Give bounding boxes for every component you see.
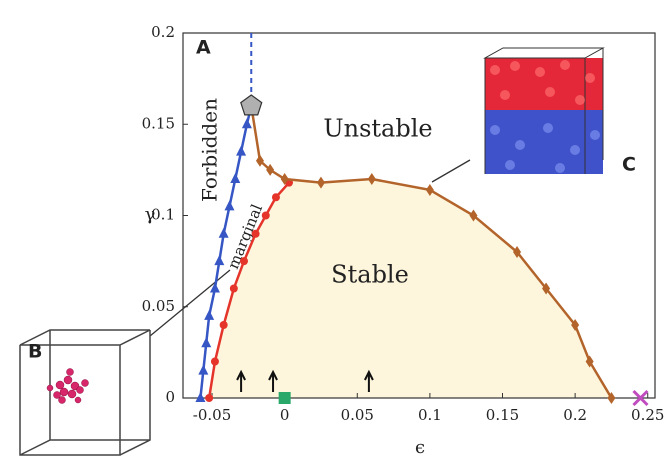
x-tick-label: 0 bbox=[280, 406, 290, 424]
x-tick-label: 0.05 bbox=[341, 406, 374, 424]
y-tick-label: 0.15 bbox=[142, 114, 175, 132]
point bbox=[252, 230, 260, 238]
figure: A B C Unstable Stable Forbidden marginal… bbox=[0, 0, 667, 469]
x-axis-label: ϵ bbox=[415, 437, 425, 458]
x-tick-label: 0.25 bbox=[631, 406, 664, 424]
square-point bbox=[279, 392, 291, 404]
page: {"chart_data": {"type": "line", "panel_l… bbox=[0, 0, 667, 469]
point bbox=[230, 285, 238, 293]
panel-label: B bbox=[28, 341, 42, 363]
x-tick-label: -0.05 bbox=[193, 406, 231, 424]
point bbox=[220, 321, 228, 329]
point bbox=[262, 212, 270, 220]
point bbox=[272, 193, 280, 201]
x-tick-label: 0.2 bbox=[563, 406, 587, 424]
point bbox=[211, 358, 219, 366]
y-tick-label: 0.1 bbox=[151, 206, 175, 224]
y-tick-label: 0 bbox=[165, 388, 175, 406]
y-tick-label: 0.05 bbox=[142, 297, 175, 315]
panel-label: A bbox=[196, 37, 211, 59]
y-tick-label: 0.2 bbox=[151, 23, 175, 41]
x-tick-label: 0.1 bbox=[418, 406, 442, 424]
panel-label: C bbox=[622, 154, 636, 176]
point bbox=[240, 257, 248, 265]
region-label: Unstable bbox=[323, 115, 432, 143]
x-tick-label: 0.15 bbox=[486, 406, 519, 424]
point bbox=[205, 394, 213, 402]
region-label: Stable bbox=[331, 261, 409, 289]
region-label: Forbidden bbox=[198, 98, 222, 202]
